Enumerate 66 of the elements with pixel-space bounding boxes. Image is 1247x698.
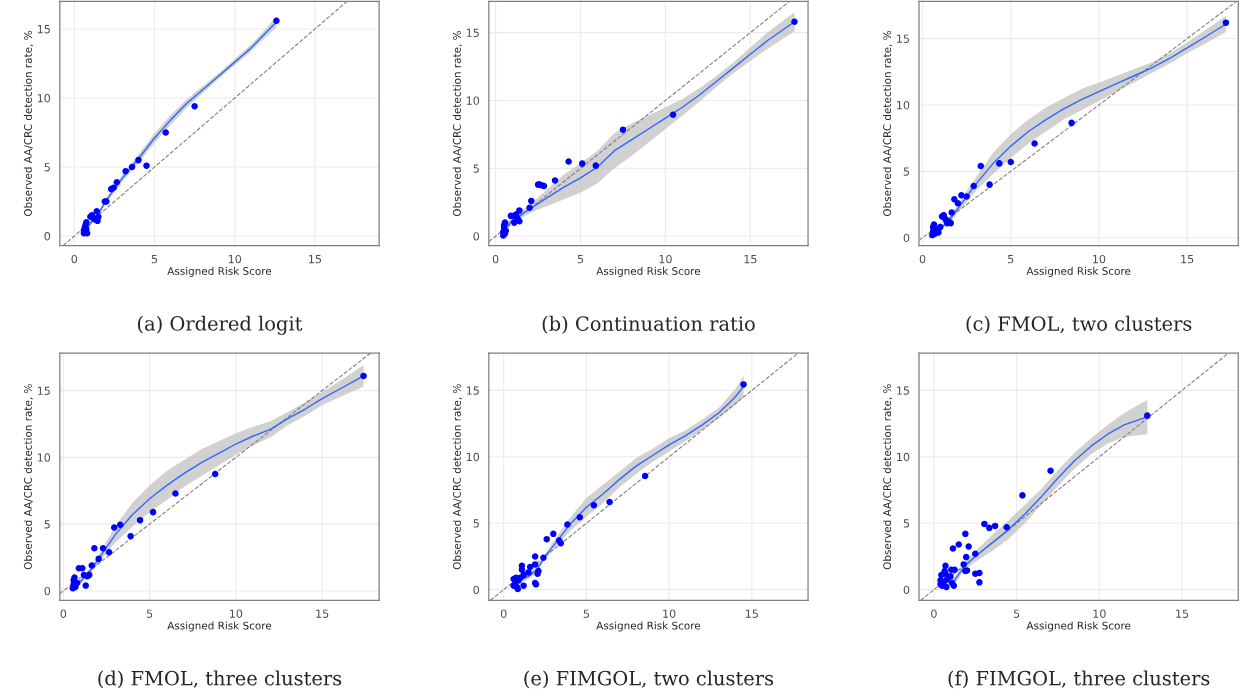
x-tick-label: 5 xyxy=(1013,609,1020,618)
text: (b) Continuation ratio xyxy=(542,315,755,334)
x-tick-label: 0 xyxy=(71,254,78,264)
x-tick-label: 10 xyxy=(1093,609,1106,618)
x-tick-label: 15 xyxy=(1181,255,1194,264)
y-tick-label: 10 xyxy=(37,93,51,103)
x-tick-label: 0 xyxy=(500,609,507,618)
x-tick-label: 15 xyxy=(744,255,757,264)
y-tick-label: 10 xyxy=(466,452,480,462)
y-tick-label: 5 xyxy=(473,519,479,528)
text: (d) FMOL, three clusters xyxy=(98,670,342,689)
x-tick-label: 0 xyxy=(492,254,499,264)
x-axis-title: Assigned Risk Score xyxy=(1026,621,1131,632)
x-tick-label: 15 xyxy=(309,255,322,264)
y-axis-title: Observed AA/CRC detection rate, % xyxy=(23,384,33,570)
y-tick-label: 15 xyxy=(466,28,479,37)
y-axis-title: Observed AA/CRC detection rate, % xyxy=(452,31,462,217)
x-tick-label: 0 xyxy=(931,609,937,618)
y-tick-label: 15 xyxy=(37,386,50,395)
text: (c) FMOL, two clusters xyxy=(966,315,1192,334)
x-tick-label: 5 xyxy=(146,609,153,618)
y-tick-label: 5 xyxy=(44,520,50,529)
x-tick-label: 5 xyxy=(151,255,158,264)
y-axis-title: Observed AA/CRC detection rate, % xyxy=(23,31,33,217)
x-tick-label: 5 xyxy=(583,609,589,618)
text: (a) Ordered logit xyxy=(138,315,303,335)
y-tick-label: 0 xyxy=(473,585,480,595)
y-tick-label: 0 xyxy=(44,232,51,241)
x-axis-title: Assigned Risk Score xyxy=(596,621,701,632)
y-tick-label: 10 xyxy=(897,452,910,462)
y-tick-label: 15 xyxy=(897,34,910,43)
y-tick-label: 0 xyxy=(903,233,910,243)
y-axis-title: Observed AA/CRC detection rate, % xyxy=(883,384,893,570)
y-tick-label: 10 xyxy=(897,100,910,110)
text: (e) FIMGOL, two clusters xyxy=(524,670,774,689)
x-axis-title: Assigned Risk Score xyxy=(1026,266,1131,277)
y-tick-label: 5 xyxy=(473,164,479,173)
y-tick-label: 0 xyxy=(903,585,910,595)
y-tick-label: 10 xyxy=(37,453,51,462)
y-tick-label: 15 xyxy=(466,386,479,395)
text: (f) FIMGOL, three clusters xyxy=(948,670,1210,689)
x-tick-label: 0 xyxy=(60,609,67,618)
y-tick-label: 5 xyxy=(903,167,910,176)
x-axis-title: Assigned Risk Score xyxy=(167,621,272,632)
x-tick-label: 10 xyxy=(1093,254,1106,264)
y-tick-label: 10 xyxy=(466,96,480,105)
x-axis-title: Assigned Risk Score xyxy=(167,266,272,277)
y-tick-label: 5 xyxy=(44,163,50,172)
y-tick-label: 0 xyxy=(473,232,480,241)
y-axis-title: Observed AA/CRC detection rate, % xyxy=(883,31,893,217)
y-tick-label: 5 xyxy=(903,519,910,528)
y-axis-title: Observed AA/CRC detection rate, % xyxy=(452,384,462,570)
x-tick-label: 0 xyxy=(919,254,926,264)
y-tick-label: 0 xyxy=(44,586,51,596)
y-tick-label: 15 xyxy=(897,386,910,395)
x-tick-label: 10 xyxy=(659,254,672,264)
x-tick-label: 10 xyxy=(663,609,676,618)
y-tick-label: 15 xyxy=(37,25,50,34)
x-tick-label: 10 xyxy=(230,609,243,618)
x-tick-label: 10 xyxy=(228,254,242,264)
x-tick-label: 15 xyxy=(1176,609,1189,618)
x-tick-label: 15 xyxy=(745,609,758,618)
x-tick-label: 5 xyxy=(577,255,584,264)
x-tick-label: 5 xyxy=(1008,255,1014,264)
x-tick-label: 15 xyxy=(316,609,329,618)
x-axis-title: Assigned Risk Score xyxy=(596,266,701,277)
